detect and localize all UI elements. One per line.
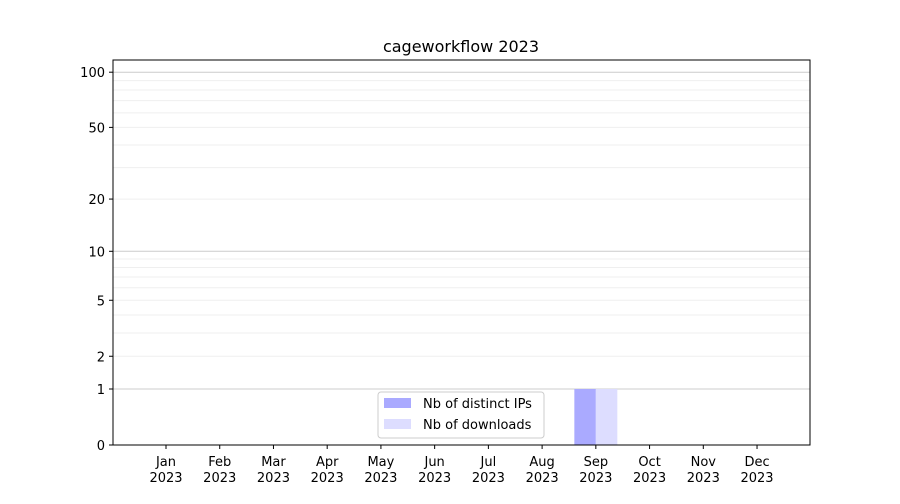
legend: Nb of distinct IPs Nb of downloads [377, 391, 545, 439]
x-tick-label: Jun 2023 [418, 455, 451, 486]
y-tick-label: 10 [88, 245, 105, 260]
y-tick-label: 2 [97, 350, 105, 365]
x-tick-label: May 2023 [364, 455, 397, 486]
legend-label-ips: Nb of distinct IPs [423, 397, 532, 412]
legend-label-downloads: Nb of downloads [423, 418, 532, 433]
x-tick-label: Nov 2023 [687, 455, 720, 486]
bar-downloads [595, 389, 618, 445]
x-tick-label: Jul 2023 [472, 455, 505, 486]
legend-swatch-downloads [384, 419, 411, 429]
x-tick-label: Dec 2023 [740, 455, 773, 486]
gridlines [113, 71, 810, 390]
y-tick-label: 5 [97, 294, 105, 309]
x-tick-label: Sep 2023 [579, 455, 612, 486]
x-tick-label: Jan 2023 [149, 455, 182, 486]
y-tick-label: 1 [97, 383, 105, 398]
legend-swatch-ips [384, 398, 411, 408]
x-tick-label: Mar 2023 [257, 455, 290, 486]
y-tick-label: 20 [88, 193, 105, 208]
chart-title: cageworkflow 2023 [383, 37, 539, 56]
plot-frame [112, 59, 811, 446]
bars [574, 389, 618, 445]
x-tick-label: Feb 2023 [203, 455, 236, 486]
y-axis: 0 1 2 5 10 20 50 100 [80, 66, 113, 454]
x-tick-label: Oct 2023 [633, 455, 666, 486]
x-axis: Jan 2023 Feb 2023 Mar 2023 Apr 2023 May 2023 Jun 20… [149, 445, 774, 486]
y-tick-label: 0 [97, 439, 105, 454]
y-tick-label: 100 [80, 66, 105, 81]
x-tick-label: Apr 2023 [311, 455, 344, 486]
y-tick-label: 50 [88, 121, 105, 136]
legend-box [377, 391, 545, 439]
x-tick-label: Aug 2023 [526, 455, 559, 486]
bar-ips [574, 389, 596, 445]
